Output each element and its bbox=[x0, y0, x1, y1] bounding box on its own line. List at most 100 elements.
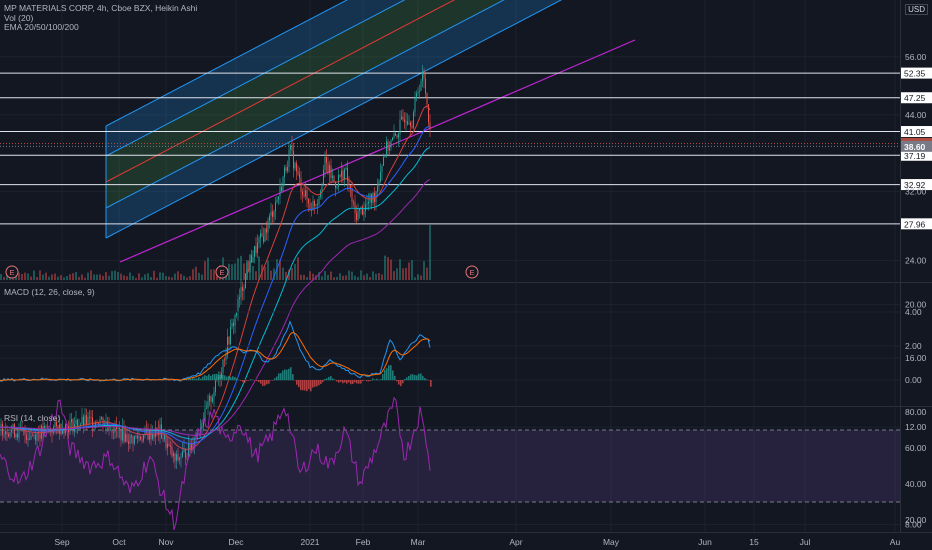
price-tick-label: 56.00 bbox=[905, 52, 927, 62]
macd-hist-bar bbox=[310, 380, 312, 392]
volume-bar bbox=[135, 277, 137, 280]
candle-body bbox=[11, 430, 12, 433]
macd-hist-bar bbox=[226, 376, 228, 381]
macd-hist-bar bbox=[312, 380, 314, 388]
candle-body bbox=[384, 154, 386, 158]
macd-tick-label: 0.00 bbox=[905, 375, 922, 385]
volume-bar bbox=[36, 277, 38, 280]
macd-hist-bar bbox=[88, 380, 90, 382]
macd-hist-bar bbox=[308, 380, 310, 390]
candle-body bbox=[398, 133, 399, 138]
macd-hist-bar bbox=[338, 380, 340, 383]
candle-body bbox=[6, 431, 8, 435]
time-tick-label: Jul bbox=[800, 537, 811, 547]
volume-bar bbox=[279, 259, 281, 280]
macd-hist-bar bbox=[168, 380, 170, 381]
candle-body bbox=[392, 137, 393, 141]
macd-hist-bar bbox=[344, 380, 346, 383]
macd-hist-bar bbox=[366, 380, 368, 382]
macd-hist-bar bbox=[196, 378, 198, 381]
macd-signal-line bbox=[0, 332, 431, 382]
volume-bar bbox=[210, 269, 212, 280]
macd-hist-bar bbox=[370, 380, 372, 381]
currency-badge[interactable]: USD bbox=[905, 4, 928, 15]
macd-hist-bar bbox=[296, 380, 298, 385]
candle-body bbox=[207, 400, 209, 408]
candle-body bbox=[408, 122, 410, 125]
candle-body bbox=[317, 204, 318, 205]
volume-bar bbox=[390, 259, 392, 280]
candle-body bbox=[143, 434, 144, 441]
candle-body bbox=[174, 453, 176, 461]
macd-hist-bar bbox=[254, 380, 256, 381]
candle-body bbox=[201, 426, 203, 428]
candle-body bbox=[341, 170, 342, 177]
macd-hist-bar bbox=[400, 380, 402, 387]
macd-hist-bar bbox=[272, 380, 274, 381]
candle-body bbox=[353, 201, 354, 203]
volume-bar bbox=[240, 255, 242, 280]
candle-body bbox=[362, 206, 363, 215]
macd-hist-bar bbox=[304, 380, 306, 391]
volume-bar bbox=[57, 276, 59, 280]
candle-body bbox=[131, 435, 132, 437]
macd-hist-bar bbox=[50, 380, 52, 381]
volume-bar bbox=[285, 271, 287, 280]
candle-body bbox=[315, 204, 317, 206]
candle-body bbox=[371, 194, 372, 203]
volume-bar bbox=[177, 271, 179, 280]
candle-body bbox=[416, 93, 417, 99]
macd-hist-bar bbox=[246, 380, 248, 381]
rsi-tick-label: 20.00 bbox=[905, 515, 927, 525]
macd-hist-bar bbox=[392, 370, 394, 381]
candle-body bbox=[257, 242, 258, 254]
candle-body bbox=[413, 112, 414, 128]
volume-bar bbox=[369, 277, 371, 280]
volume-bar bbox=[69, 274, 71, 280]
ema-20-line bbox=[0, 105, 431, 450]
candle-body bbox=[228, 336, 230, 345]
macd-hist-bar bbox=[412, 374, 414, 381]
candle-body bbox=[297, 171, 299, 174]
candle-body bbox=[135, 435, 137, 437]
volume-bar bbox=[345, 275, 347, 280]
candle-body bbox=[204, 408, 206, 422]
candle-body bbox=[33, 434, 35, 437]
macd-hist-bar bbox=[302, 380, 304, 391]
volume-bar bbox=[81, 274, 83, 280]
candle-body bbox=[234, 315, 236, 326]
candle-body bbox=[314, 200, 315, 206]
volume-bar bbox=[147, 273, 149, 280]
volume-bar bbox=[150, 276, 152, 280]
candle-body bbox=[426, 93, 428, 105]
candle-body bbox=[3, 434, 5, 436]
macd-tick-label: 2.00 bbox=[905, 341, 922, 351]
volume-bar bbox=[6, 274, 8, 280]
candle-body bbox=[15, 433, 17, 438]
ema-indicator-label: EMA 20/50/100/200 bbox=[4, 22, 79, 32]
candle-body bbox=[302, 191, 303, 195]
candle-body bbox=[203, 421, 204, 427]
macd-hist-bar bbox=[360, 380, 362, 384]
volume-bar bbox=[303, 274, 305, 280]
time-tick-label: Sep bbox=[54, 537, 69, 547]
volume-bar bbox=[114, 270, 116, 280]
level-tag-52.35 bbox=[901, 67, 932, 79]
candle-body bbox=[2, 423, 3, 435]
macd-hist-bar bbox=[274, 378, 276, 381]
macd-hist-bar bbox=[398, 380, 400, 385]
candle-body bbox=[357, 210, 359, 220]
volume-bar bbox=[90, 270, 92, 280]
candle-body bbox=[405, 121, 407, 123]
macd-histogram bbox=[0, 365, 432, 392]
volume-bar bbox=[357, 276, 359, 280]
candle-body bbox=[165, 434, 167, 448]
volume-bar bbox=[189, 276, 191, 280]
candle-body bbox=[83, 416, 84, 426]
macd-hist-bar bbox=[386, 368, 388, 381]
volume-bar bbox=[366, 273, 368, 280]
volume-bar bbox=[321, 276, 323, 280]
channel-line bbox=[105, 0, 406, 157]
macd-hist-bar bbox=[240, 380, 242, 381]
